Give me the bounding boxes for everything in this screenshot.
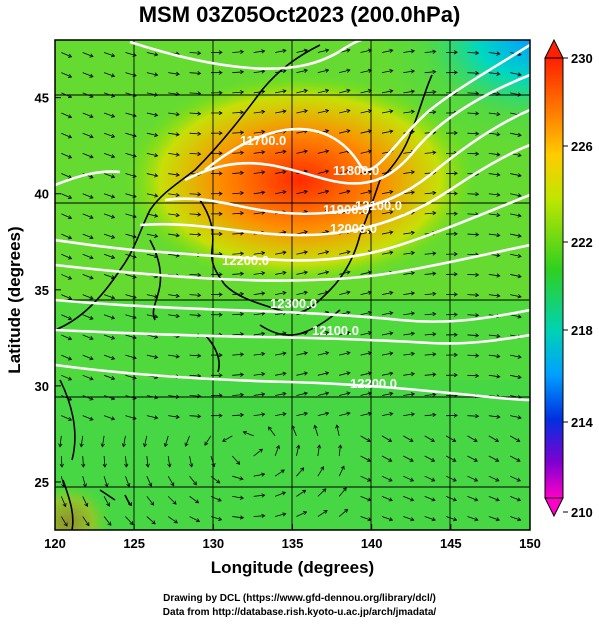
contour-line xyxy=(184,73,530,185)
colorbar-tick-label: 218 xyxy=(571,323,593,338)
y-tick-label: 45 xyxy=(35,91,49,106)
contour-labels: 11700.0 11800.0 11900.0 12000.0 12100.0 12200… xyxy=(222,133,402,391)
colorbar-tick-label: 214 xyxy=(571,415,593,430)
x-tick-label: 125 xyxy=(123,536,145,551)
x-tick-label: 140 xyxy=(361,536,383,551)
contour-label: 12200.0 xyxy=(350,376,397,391)
colorbar-tick-label: 210 xyxy=(571,505,593,520)
y-tick-label: 40 xyxy=(35,187,49,202)
contour-line xyxy=(129,40,363,71)
colorbar: 230 226 222 218 214 210 xyxy=(544,38,593,520)
contour-label: 11900.0 xyxy=(323,202,369,217)
x-tick-label: 150 xyxy=(519,536,541,551)
x-axis-label: Longitude (degrees) xyxy=(210,558,375,577)
graticule xyxy=(55,40,530,530)
x-tick-label: 135 xyxy=(282,536,304,551)
wind-vectors xyxy=(58,48,522,527)
y-axis-label: Latitude (degrees) xyxy=(5,226,24,374)
x-axis: 120 125 130 135 140 145 150 xyxy=(44,524,541,551)
y-tick-label: 35 xyxy=(35,283,49,298)
contour-label: 12200.0 xyxy=(222,253,269,268)
contour-line xyxy=(139,143,530,237)
x-tick-label: 145 xyxy=(440,536,462,551)
coastlines xyxy=(55,44,433,530)
contour-line xyxy=(55,170,121,187)
contour-line xyxy=(55,243,530,282)
contour-line xyxy=(164,108,530,216)
contour-label: 11700.0 xyxy=(240,133,286,148)
contour-label: 12100.0 xyxy=(355,198,402,213)
credit-drawing: Drawing by DCL (https://www.gfd-dennou.o… xyxy=(163,593,436,604)
contour-label: 12100.0 xyxy=(312,323,359,338)
y-tick-label: 25 xyxy=(35,475,49,490)
chart-title: MSM 03Z05Oct2023 (200.0hPa) xyxy=(138,2,461,27)
contour-label: 12300.0 xyxy=(270,296,317,311)
x-tick-label: 120 xyxy=(44,536,66,551)
colorbar-tick-label: 222 xyxy=(571,235,593,250)
contour-line xyxy=(55,193,530,262)
x-tick-label: 130 xyxy=(202,536,224,551)
contour-line xyxy=(204,43,530,172)
contour-line xyxy=(55,363,530,402)
y-axis: 25 30 35 40 45 xyxy=(35,91,61,490)
colorbar-tick-label: 226 xyxy=(571,139,593,154)
contour-label: 11800.0 xyxy=(333,163,379,178)
y-tick-label: 30 xyxy=(35,379,49,394)
contour-line xyxy=(55,328,530,345)
contour-line xyxy=(55,298,530,323)
credit-data: Data from http://database.rish.kyoto-u.a… xyxy=(162,607,437,618)
contour-label: 12000.0 xyxy=(330,221,377,236)
height-contours xyxy=(55,40,530,402)
colorbar-tick-label: 230 xyxy=(571,51,593,66)
